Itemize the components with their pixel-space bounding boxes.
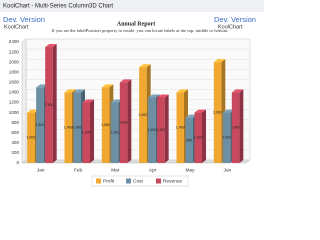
bar: [119, 82, 128, 163]
value-label: 1,300: [156, 128, 165, 132]
bar-top: [148, 94, 160, 98]
y-tick-label: 1600: [9, 80, 20, 85]
value-label: 1,900: [138, 113, 147, 117]
y-tick-label: 1800: [9, 69, 20, 74]
value-label: 2,000: [213, 111, 222, 115]
y-tick-label: 0: [16, 160, 19, 165]
bar-side: [164, 94, 169, 163]
y-tick-label: 600: [11, 130, 19, 135]
watermark-version: Dev. Version: [214, 15, 256, 24]
bar-top: [36, 84, 48, 88]
bar: [157, 97, 165, 163]
y-tick-label: 200: [11, 150, 19, 155]
value-label: 2,300: [44, 103, 53, 107]
bar: [231, 92, 240, 163]
y-tick-label: 2000: [9, 59, 20, 64]
value-label: 1,600: [119, 121, 128, 125]
bar-top: [64, 89, 76, 93]
bar-top: [194, 109, 206, 113]
watermark-brand: KoolChart: [218, 24, 243, 30]
x-tick-label: Mar: [111, 167, 120, 173]
legend-label: Cost: [133, 178, 144, 184]
bar: [110, 102, 119, 163]
bar-top: [185, 114, 197, 118]
bar-top: [231, 89, 244, 93]
bar: [73, 92, 81, 163]
bar: [176, 92, 184, 163]
value-label: 1,400: [176, 126, 185, 130]
value-label: 1,500: [35, 123, 44, 127]
bar: [139, 67, 147, 163]
legend-swatch: [156, 178, 161, 184]
value-label: 1,200: [110, 131, 119, 135]
value-label: 1,000: [194, 136, 203, 140]
value-label: 1,300: [147, 128, 156, 132]
bar: [148, 97, 156, 163]
bar-top: [101, 84, 114, 88]
bar: [45, 47, 53, 163]
bar-top: [73, 89, 85, 93]
bar: [36, 87, 44, 163]
bar-side: [202, 109, 206, 163]
bar-side: [127, 79, 132, 163]
window-title: KoolChart - Multi-Series Column3D Chart: [3, 4, 113, 10]
legend-label: Profit: [103, 178, 115, 184]
legend-label: Revenue: [163, 178, 183, 184]
legend-swatch: [96, 178, 101, 184]
bar-top: [213, 59, 226, 63]
watermark-version: Dev. Version: [3, 15, 45, 24]
bar-top: [45, 44, 57, 48]
page: KoolChart - Multi-Series Column3D Chart …: [0, 0, 264, 187]
bar: [185, 117, 193, 163]
bar-top: [82, 99, 94, 103]
y-tick-label: 1000: [9, 110, 20, 115]
y-tick-label: 1400: [9, 90, 20, 95]
value-label: 1,000: [222, 136, 231, 140]
value-label: 1,400: [64, 126, 73, 130]
bar-top: [27, 109, 39, 113]
chart-title: Annual Report: [117, 21, 156, 27]
value-label: 1,400: [73, 126, 82, 130]
y-tick-label: 1200: [9, 100, 20, 105]
x-tick-label: May: [185, 167, 195, 173]
bar-top: [139, 64, 151, 68]
bar-side: [90, 99, 94, 163]
y-tick-label: 400: [11, 140, 19, 145]
value-label: 900: [186, 138, 192, 142]
x-tick-label: Feb: [74, 167, 83, 173]
bar: [213, 62, 222, 163]
value-label: 1,000: [26, 136, 35, 140]
bar: [101, 87, 110, 163]
bar: [194, 112, 202, 163]
bar-top: [110, 99, 123, 103]
y-tick-label: 2200: [9, 49, 20, 54]
side-wall: [21, 38, 27, 164]
legend-box: [91, 175, 189, 187]
watermark-brand: KoolChart: [4, 24, 29, 30]
x-tick-label: Apr: [149, 167, 157, 173]
y-tick-label: 800: [11, 120, 19, 125]
x-tick-label: Jun: [223, 167, 231, 173]
bar-top: [222, 109, 235, 113]
value-label: 1,200: [82, 131, 91, 135]
bar-top: [176, 89, 188, 93]
bar-top: [157, 94, 169, 98]
bar: [82, 102, 90, 163]
legend-swatch: [126, 178, 131, 184]
value-label: 1,400: [231, 126, 240, 130]
chart-subtitle: If you set the labelPosition property to…: [51, 28, 228, 34]
bar-side: [52, 44, 57, 163]
y-tick-label: 2400: [9, 39, 20, 44]
window-bar: [0, 0, 264, 12]
bar-top: [119, 79, 132, 83]
bar: [222, 112, 231, 163]
bar-side: [239, 89, 244, 163]
x-tick-label: Jan: [37, 167, 45, 173]
bar: [27, 112, 35, 163]
bar: [64, 92, 72, 163]
value-label: 1,500: [101, 123, 110, 127]
